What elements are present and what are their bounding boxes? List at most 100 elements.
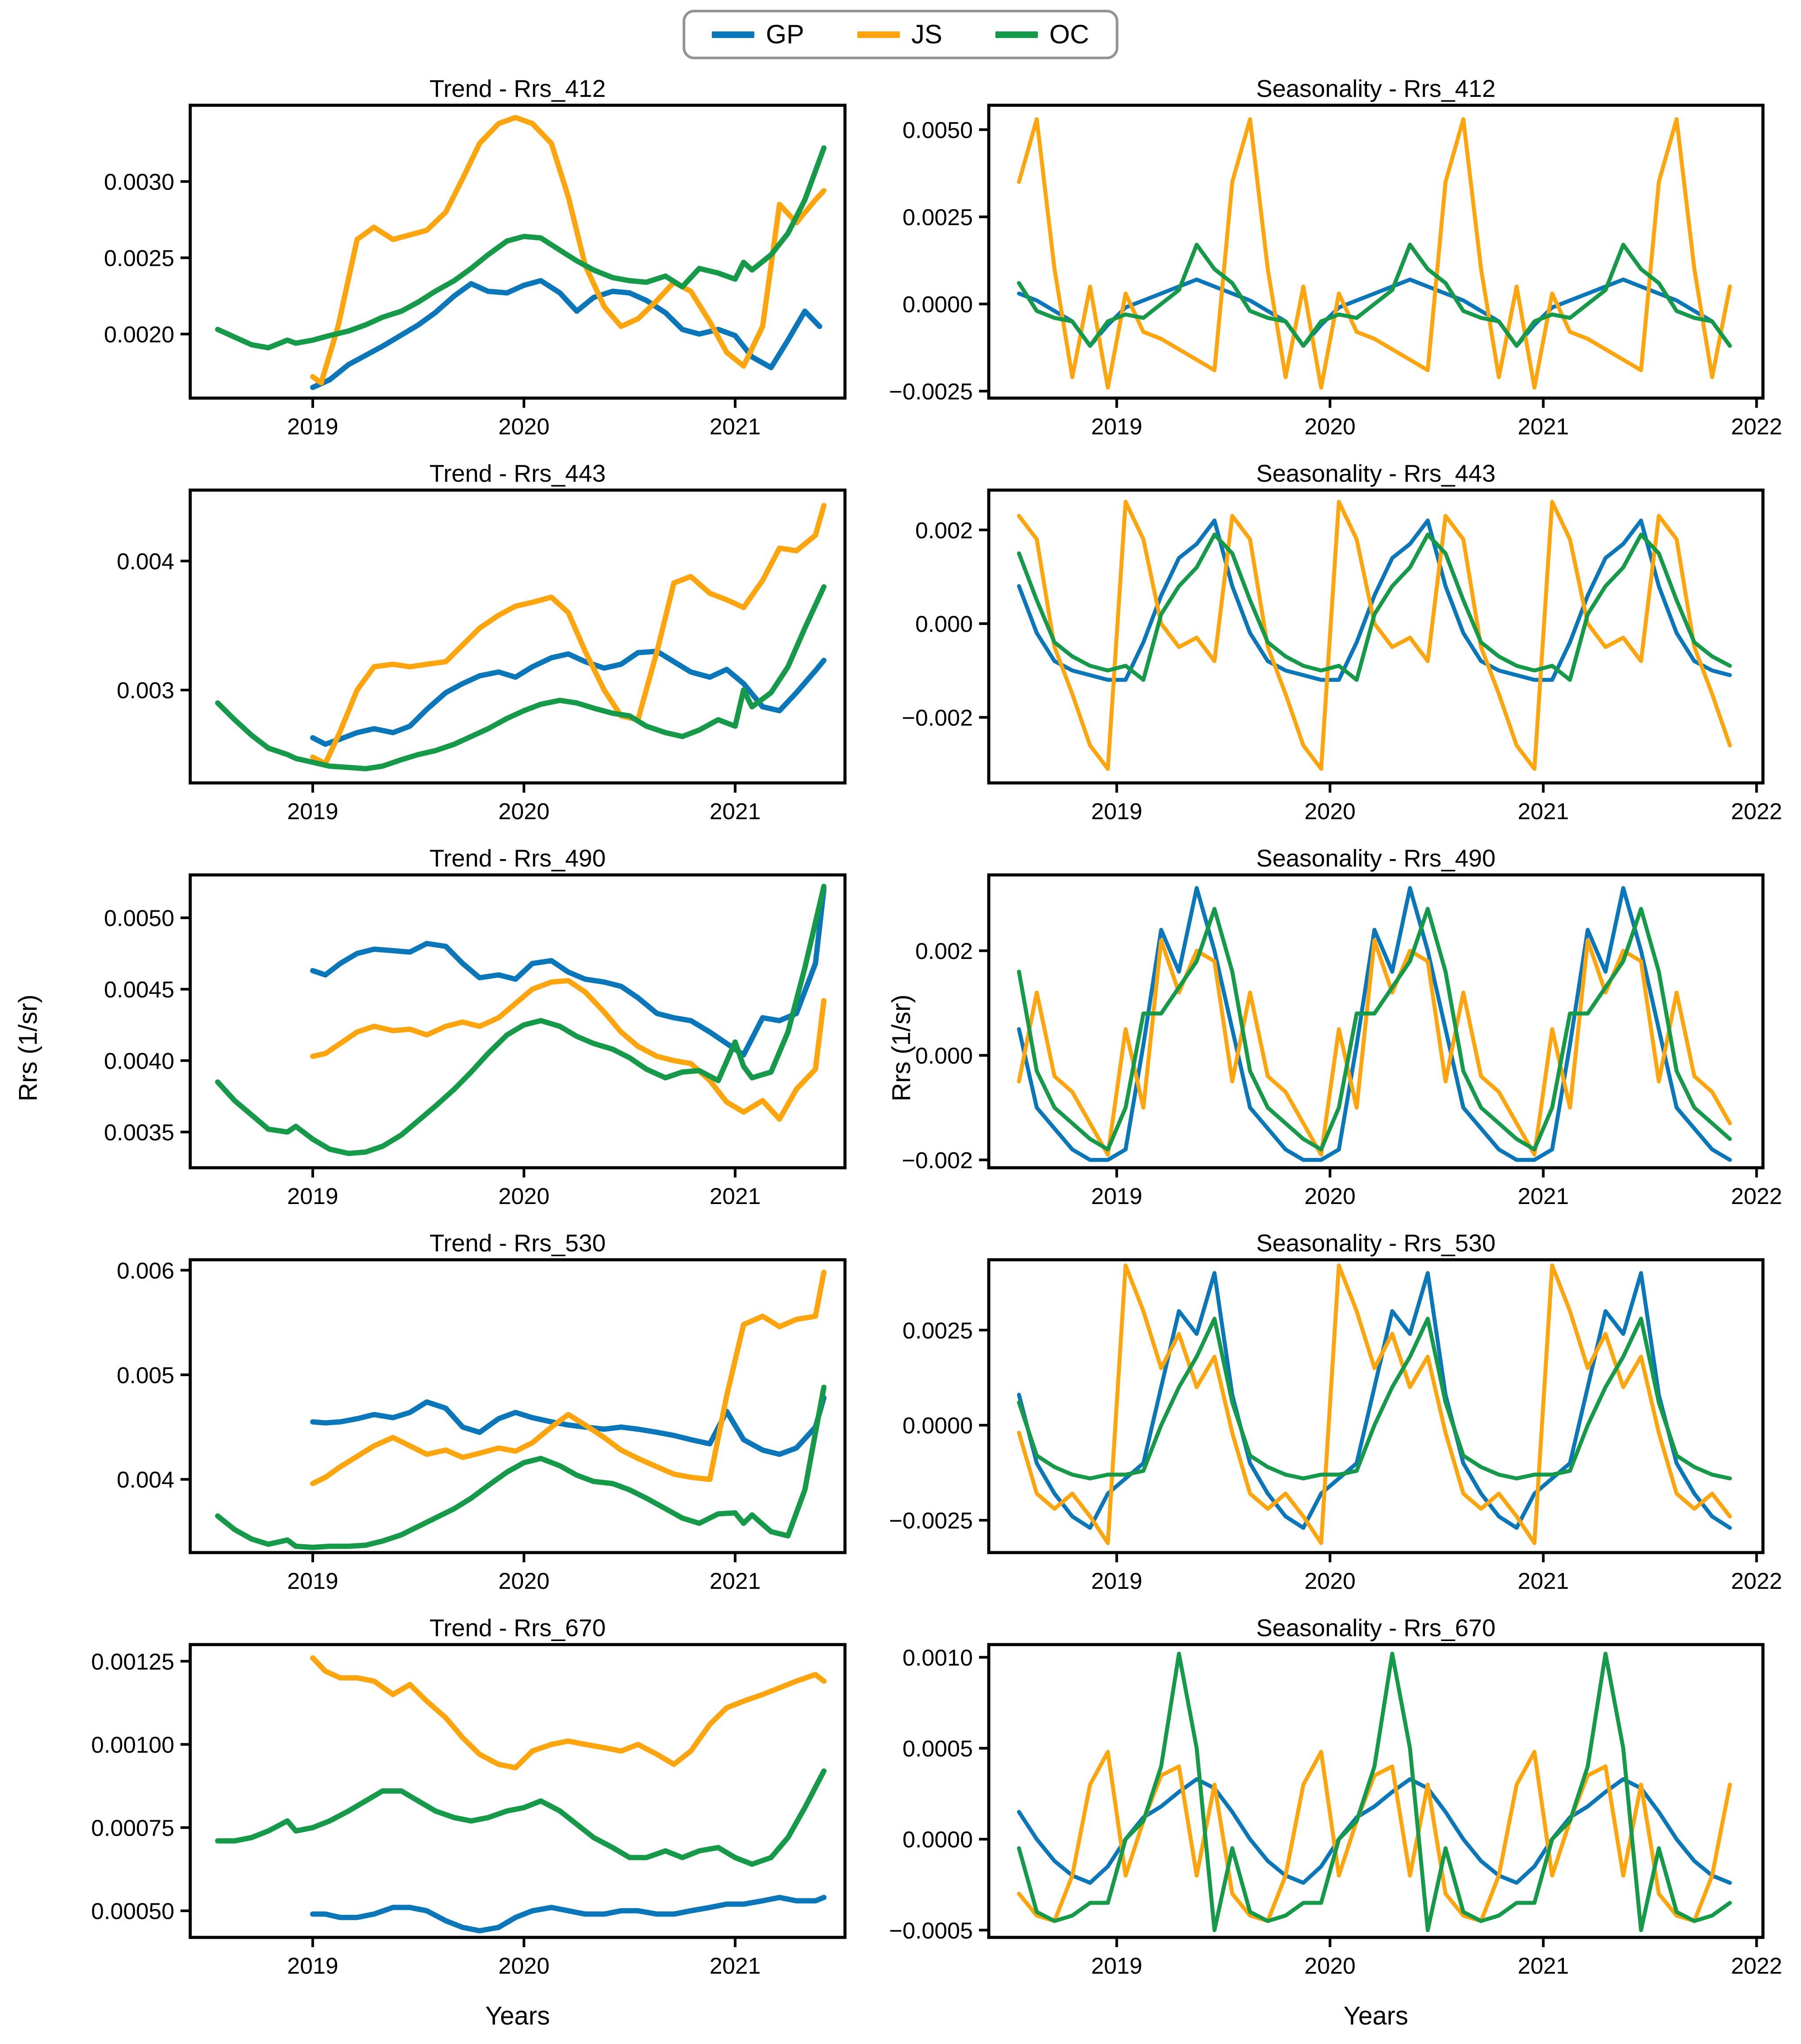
panel-title-trend-670: Trend - Rrs_670	[429, 1614, 606, 1641]
panel-title-trend-530: Trend - Rrs_530	[429, 1229, 606, 1257]
x-tick-label: 2020	[498, 1953, 549, 1979]
x-tick-label: 2019	[1091, 414, 1142, 440]
x-tick-label: 2020	[1305, 1184, 1356, 1209]
series-line-JS	[310, 1655, 827, 1771]
panel-trend-rrs-443: Trend - Rrs_443 0.003 0.004 2019 2020 2021	[0, 459, 858, 844]
panel-title-trend-412: Trend - Rrs_412	[429, 75, 606, 102]
x-tick-label: 2021	[1518, 1184, 1569, 1209]
y-axis-label-right: Rrs (1/sr)	[887, 994, 916, 1101]
series-line-GP	[1017, 518, 1732, 682]
panel-trend-rrs-490: Trend - Rrs_490 0.0035 0.0040 0.0045 0.0050…	[0, 844, 858, 1229]
panel-title-trend-490: Trend - Rrs_490	[429, 844, 606, 872]
series-line-GP	[310, 278, 822, 390]
trend-rrs-412-plot: 0.0020 0.0025 0.0030 2019 2020 2021	[104, 104, 847, 440]
series-line-JS	[1017, 938, 1732, 1157]
y-tick-label: 0.0050	[902, 118, 973, 143]
y-tick-label: 0.0000	[902, 1413, 973, 1439]
seasonality-rrs-670-plot: −0.0005 0.0000 0.0005 0.0010 2019 2020 2021 202…	[889, 1643, 1782, 1979]
y-tick-label: 0.00100	[91, 1732, 174, 1758]
oc-line-swatch-icon	[995, 31, 1038, 38]
x-tick-label: 2020	[1305, 799, 1356, 825]
plot-frame	[987, 1258, 1765, 1554]
y-tick-label: 0.0045	[104, 977, 174, 1003]
y-tick-label: 0.0025	[104, 246, 174, 272]
x-tick-label: 2021	[1518, 1568, 1569, 1594]
x-tick-label: 2020	[1305, 1568, 1356, 1594]
series-line-OC	[1017, 1316, 1732, 1480]
series-line-OC	[1017, 242, 1732, 348]
y-tick-label: 0.004	[117, 1467, 174, 1493]
trend-rrs-530-plot: 0.004 0.005 0.006 2019 2020 2021	[117, 1258, 847, 1594]
y-tick-label: 0.000	[915, 1043, 973, 1069]
legend-label-oc: OC	[1049, 19, 1089, 49]
series-line-GP	[310, 1395, 827, 1457]
x-tick-label: 2021	[710, 1953, 761, 1979]
panel-seasonality-rrs-412: Seasonality - Rrs_412 −0.0025 0.0000 0.002…	[858, 74, 1801, 459]
y-tick-label: 0.0020	[104, 322, 174, 348]
trend-rrs-490-plot: 0.0035 0.0040 0.0045 0.0050 2019 2020 2021	[104, 873, 847, 1209]
y-tick-label: −0.002	[902, 1148, 973, 1173]
y-tick-label: 0.0025	[902, 205, 973, 230]
y-tick-label: 0.0000	[902, 292, 973, 318]
y-tick-label: 0.00050	[91, 1899, 174, 1925]
legend-item-js: JS	[857, 21, 942, 48]
y-tick-label: 0.006	[117, 1258, 174, 1284]
y-tick-label: 0.0005	[902, 1736, 973, 1762]
y-tick-label: 0.002	[915, 518, 973, 544]
series-line-JS	[1017, 500, 1732, 771]
series-line-OC	[215, 1384, 827, 1550]
y-tick-label: 0.00075	[91, 1815, 174, 1841]
panel-title-trend-443: Trend - Rrs_443	[429, 460, 606, 487]
y-tick-label: 0.0035	[104, 1120, 174, 1146]
series-line-OC	[1017, 1652, 1732, 1933]
y-tick-label: 0.005	[117, 1363, 174, 1388]
y-tick-label: 0.0000	[902, 1827, 973, 1853]
panel-grid: Trend - Rrs_412 0.0020 0.0025 0.0030 2019 20…	[0, 74, 1801, 1998]
x-tick-label: 2019	[1091, 1953, 1142, 1979]
x-tick-label: 2019	[287, 1568, 338, 1594]
series-line-OC	[215, 145, 827, 351]
panel-title-season-530: Seasonality - Rrs_530	[1256, 1229, 1496, 1257]
legend-item-oc: OC	[995, 21, 1089, 48]
x-tick-label: 2020	[1305, 414, 1356, 440]
panel-seasonality-rrs-530: Seasonality - Rrs_530 −0.0025 0.0000 0.002…	[858, 1229, 1801, 1614]
x-tick-label: 2019	[287, 799, 338, 825]
x-tick-label: 2020	[498, 1568, 549, 1594]
gp-line-swatch-icon	[712, 31, 755, 38]
x-tick-label: 2022	[1731, 1568, 1782, 1594]
panel-seasonality-rrs-490: Seasonality - Rrs_490 −0.002 0.000 0.002 20…	[858, 844, 1801, 1229]
x-tick-label: 2022	[1731, 1184, 1782, 1209]
plot-frame	[987, 873, 1765, 1170]
x-tick-label: 2021	[1518, 799, 1569, 825]
series-line-GP	[310, 886, 827, 1058]
plot-frame	[188, 104, 847, 400]
panel-title-season-670: Seasonality - Rrs_670	[1256, 1614, 1496, 1641]
series-line-GP	[310, 648, 827, 747]
y-tick-label: −0.0025	[889, 379, 973, 405]
y-tick-label: 0.0050	[104, 906, 174, 932]
x-tick-label: 2020	[498, 1184, 549, 1209]
series-line-JS	[310, 503, 827, 767]
y-tick-label: 0.0025	[902, 1318, 973, 1344]
panel-trend-rrs-412: Trend - Rrs_412 0.0020 0.0025 0.0030 2019 20…	[0, 74, 858, 459]
plot-frame	[987, 488, 1765, 785]
series-line-OC	[1017, 533, 1732, 682]
x-tick-label: 2021	[710, 799, 761, 825]
legend-label-js: JS	[911, 19, 942, 49]
x-tick-label: 2020	[1305, 1953, 1356, 1979]
seasonality-rrs-490-plot: −0.002 0.000 0.002 2019 2020 2021 2022	[902, 873, 1782, 1209]
plot-frame	[188, 488, 847, 785]
x-axis-label-right: Years	[1343, 2002, 1409, 2030]
x-tick-label: 2020	[498, 414, 549, 440]
seasonality-rrs-412-plot: −0.0025 0.0000 0.0025 0.0050 2019 2020 2021 202…	[889, 104, 1782, 440]
plot-frame	[188, 873, 847, 1170]
x-tick-label: 2021	[710, 414, 761, 440]
panel-title-season-490: Seasonality - Rrs_490	[1256, 844, 1496, 872]
series-line-OC	[215, 584, 827, 771]
y-tick-label: −0.0025	[889, 1508, 973, 1534]
series-line-OC	[215, 1768, 827, 1867]
y-tick-label: 0.000	[915, 612, 973, 637]
x-tick-label: 2019	[287, 1184, 338, 1209]
x-tick-label: 2022	[1731, 1953, 1782, 1979]
panel-seasonality-rrs-443: Seasonality - Rrs_443 −0.002 0.000 0.002 20…	[858, 459, 1801, 844]
